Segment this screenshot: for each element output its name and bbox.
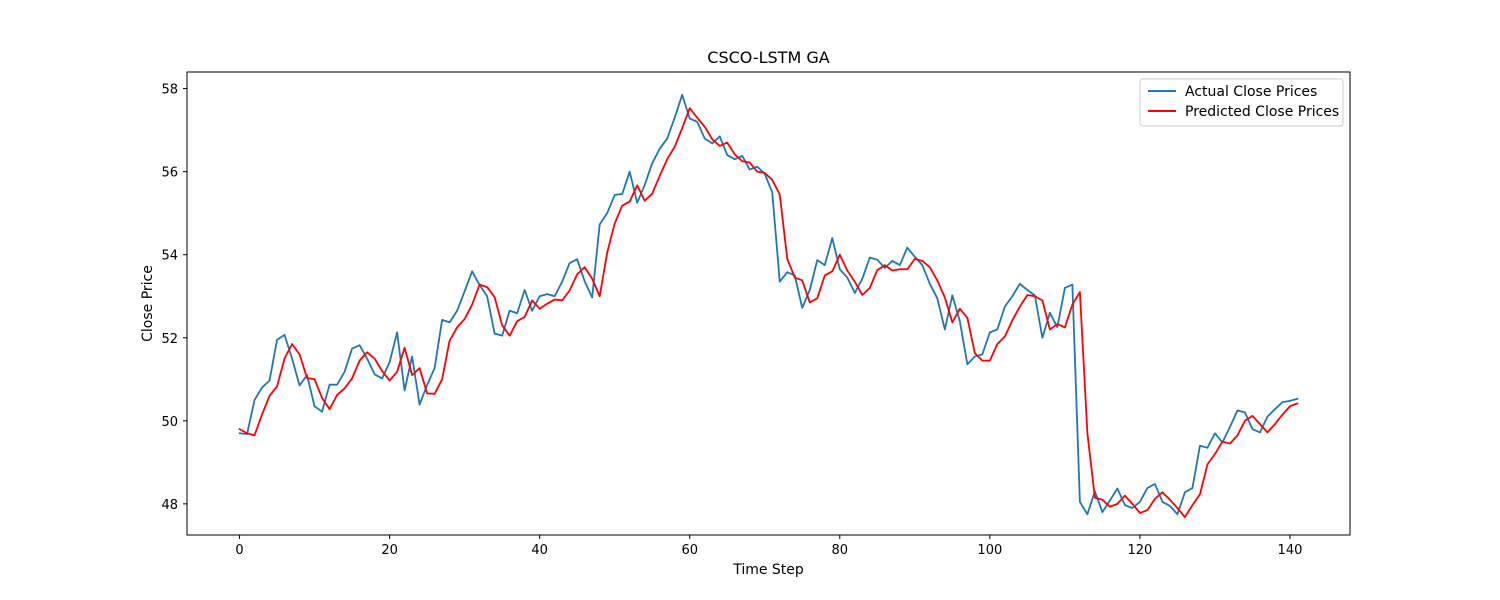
chart-title: CSCO-LSTM GA [707, 48, 829, 67]
x-tick-label: 120 [1127, 543, 1152, 558]
y-tick-label: 56 [161, 166, 178, 181]
x-tick-label: 100 [977, 543, 1002, 558]
series-line-actual [238, 93, 1299, 516]
y-axis-title: Close Price [140, 265, 156, 342]
x-tick-label: 140 [1278, 543, 1303, 558]
series-layer [238, 93, 1299, 519]
x-tick-label: 20 [381, 543, 398, 558]
legend-label-predicted: Predicted Close Prices [1185, 104, 1339, 120]
y-axis: 48 50 52 54 56 58 [161, 83, 187, 513]
x-tick-label: 0 [235, 543, 243, 558]
legend-box [1139, 78, 1344, 127]
legend: Actual Close Prices Predicted Close Pric… [1139, 78, 1344, 127]
y-tick-label: 54 [161, 249, 178, 264]
plot-area [186, 71, 1351, 536]
plot-frame [186, 71, 1351, 536]
x-axis: 0 20 40 60 80 100 120 140 [235, 535, 1302, 558]
x-axis-title: Time Step [732, 562, 804, 578]
y-tick-label: 48 [161, 498, 178, 513]
x-tick-label: 60 [681, 543, 698, 558]
x-tick-label: 80 [832, 543, 849, 558]
y-tick-label: 58 [161, 83, 178, 98]
series-line-predicted [238, 107, 1299, 519]
legend-label-actual: Actual Close Prices [1185, 84, 1317, 100]
x-tick-label: 40 [531, 543, 548, 558]
y-tick-label: 52 [161, 332, 178, 347]
y-tick-label: 50 [161, 415, 178, 430]
